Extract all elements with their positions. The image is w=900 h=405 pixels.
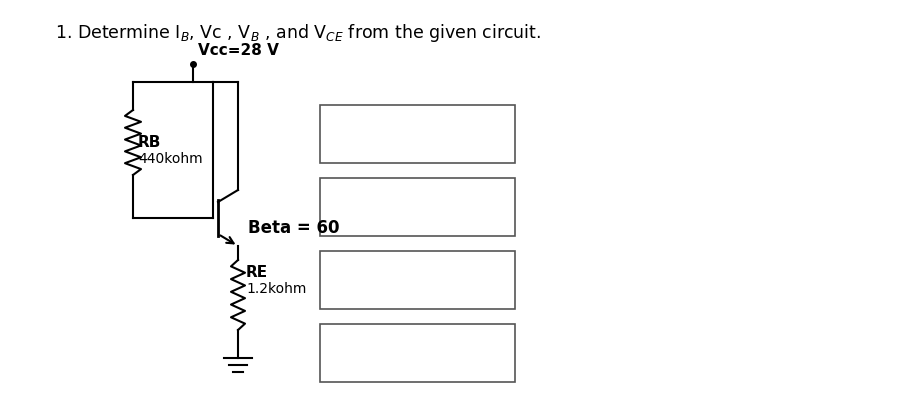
Text: RE: RE: [246, 265, 268, 280]
Text: Vcc=28 V: Vcc=28 V: [198, 43, 279, 58]
Text: Beta = 60: Beta = 60: [248, 219, 339, 237]
Text: 440kohm: 440kohm: [138, 152, 202, 166]
Text: 1. Determine I$_B$, Vc , V$_B$ , and V$_{CE}$ from the given circuit.: 1. Determine I$_B$, Vc , V$_B$ , and V$_…: [55, 22, 541, 44]
Text: RB: RB: [138, 135, 161, 150]
Text: 1.2kohm: 1.2kohm: [246, 282, 306, 296]
